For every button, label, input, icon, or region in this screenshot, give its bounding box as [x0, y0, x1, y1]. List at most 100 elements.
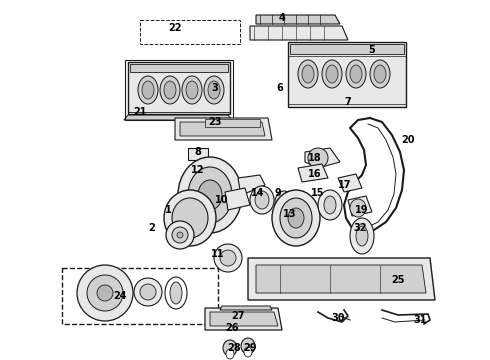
- Ellipse shape: [97, 285, 113, 301]
- Text: 1: 1: [165, 205, 172, 215]
- Text: 4: 4: [279, 13, 285, 23]
- Text: 24: 24: [113, 291, 127, 301]
- Ellipse shape: [188, 167, 232, 223]
- Ellipse shape: [170, 282, 182, 304]
- Text: 10: 10: [215, 195, 229, 205]
- Bar: [130, 64, 228, 72]
- Ellipse shape: [186, 81, 198, 99]
- Polygon shape: [220, 306, 272, 310]
- Ellipse shape: [212, 26, 224, 34]
- Ellipse shape: [166, 221, 194, 249]
- Ellipse shape: [164, 190, 216, 246]
- Polygon shape: [175, 118, 272, 140]
- Polygon shape: [248, 258, 435, 300]
- Text: 17: 17: [338, 180, 352, 190]
- Ellipse shape: [288, 208, 304, 228]
- Ellipse shape: [226, 26, 238, 34]
- Text: 7: 7: [344, 97, 351, 107]
- Ellipse shape: [150, 33, 160, 39]
- Polygon shape: [205, 308, 282, 330]
- Bar: [128, 62, 230, 114]
- Text: 13: 13: [283, 209, 297, 219]
- Ellipse shape: [318, 190, 342, 220]
- Polygon shape: [256, 265, 426, 293]
- Ellipse shape: [182, 76, 202, 104]
- Text: 5: 5: [368, 45, 375, 55]
- Text: 30: 30: [331, 313, 345, 323]
- Text: 32: 32: [353, 223, 367, 233]
- Text: 2: 2: [148, 223, 155, 233]
- Ellipse shape: [324, 196, 336, 214]
- Ellipse shape: [177, 232, 183, 238]
- Ellipse shape: [350, 65, 362, 83]
- Ellipse shape: [220, 250, 236, 266]
- Text: 11: 11: [211, 249, 225, 259]
- Ellipse shape: [326, 65, 338, 83]
- Ellipse shape: [241, 338, 255, 354]
- Ellipse shape: [346, 60, 366, 88]
- Bar: [125, 60, 233, 120]
- Ellipse shape: [87, 275, 123, 311]
- Ellipse shape: [134, 278, 162, 306]
- Ellipse shape: [356, 226, 368, 246]
- Text: 16: 16: [308, 169, 322, 179]
- Ellipse shape: [206, 33, 216, 39]
- Polygon shape: [238, 175, 265, 195]
- Ellipse shape: [223, 340, 237, 356]
- Polygon shape: [348, 196, 372, 216]
- Polygon shape: [305, 148, 340, 168]
- Bar: [205, 119, 260, 127]
- Ellipse shape: [178, 157, 242, 233]
- Text: 27: 27: [231, 311, 245, 321]
- Ellipse shape: [184, 26, 196, 34]
- Ellipse shape: [350, 199, 366, 217]
- Ellipse shape: [165, 277, 187, 309]
- Text: 8: 8: [195, 147, 201, 157]
- Text: 21: 21: [133, 107, 147, 117]
- Bar: [140, 20, 240, 44]
- Text: 19: 19: [355, 205, 369, 215]
- Ellipse shape: [204, 76, 224, 104]
- Ellipse shape: [214, 244, 242, 272]
- Polygon shape: [210, 312, 278, 326]
- Bar: [62, 268, 218, 324]
- Ellipse shape: [160, 76, 180, 104]
- Ellipse shape: [172, 227, 188, 243]
- Ellipse shape: [350, 218, 374, 254]
- Ellipse shape: [140, 284, 156, 300]
- Bar: [290, 44, 404, 54]
- Bar: [188, 148, 208, 160]
- Polygon shape: [225, 188, 250, 210]
- Polygon shape: [338, 174, 362, 192]
- Ellipse shape: [170, 26, 182, 34]
- Ellipse shape: [255, 191, 269, 209]
- Ellipse shape: [302, 65, 314, 83]
- Ellipse shape: [138, 76, 158, 104]
- Text: 6: 6: [277, 83, 283, 93]
- Ellipse shape: [244, 347, 252, 357]
- Ellipse shape: [142, 81, 154, 99]
- Text: 31: 31: [413, 315, 427, 325]
- Ellipse shape: [77, 265, 133, 321]
- Ellipse shape: [298, 60, 318, 88]
- Ellipse shape: [279, 195, 289, 209]
- Bar: [288, 42, 406, 107]
- Ellipse shape: [142, 26, 154, 34]
- Text: 14: 14: [251, 188, 265, 198]
- Ellipse shape: [308, 148, 328, 168]
- Text: 12: 12: [191, 165, 205, 175]
- Text: 18: 18: [308, 153, 322, 163]
- Ellipse shape: [208, 81, 220, 99]
- Text: 29: 29: [243, 343, 257, 353]
- Polygon shape: [124, 115, 232, 120]
- Ellipse shape: [322, 60, 342, 88]
- Ellipse shape: [275, 191, 293, 213]
- Text: 26: 26: [225, 323, 239, 333]
- Polygon shape: [256, 15, 340, 24]
- Ellipse shape: [198, 180, 222, 210]
- Ellipse shape: [178, 33, 188, 39]
- Ellipse shape: [370, 60, 390, 88]
- Polygon shape: [250, 26, 348, 40]
- Ellipse shape: [220, 33, 230, 39]
- Text: 20: 20: [401, 135, 415, 145]
